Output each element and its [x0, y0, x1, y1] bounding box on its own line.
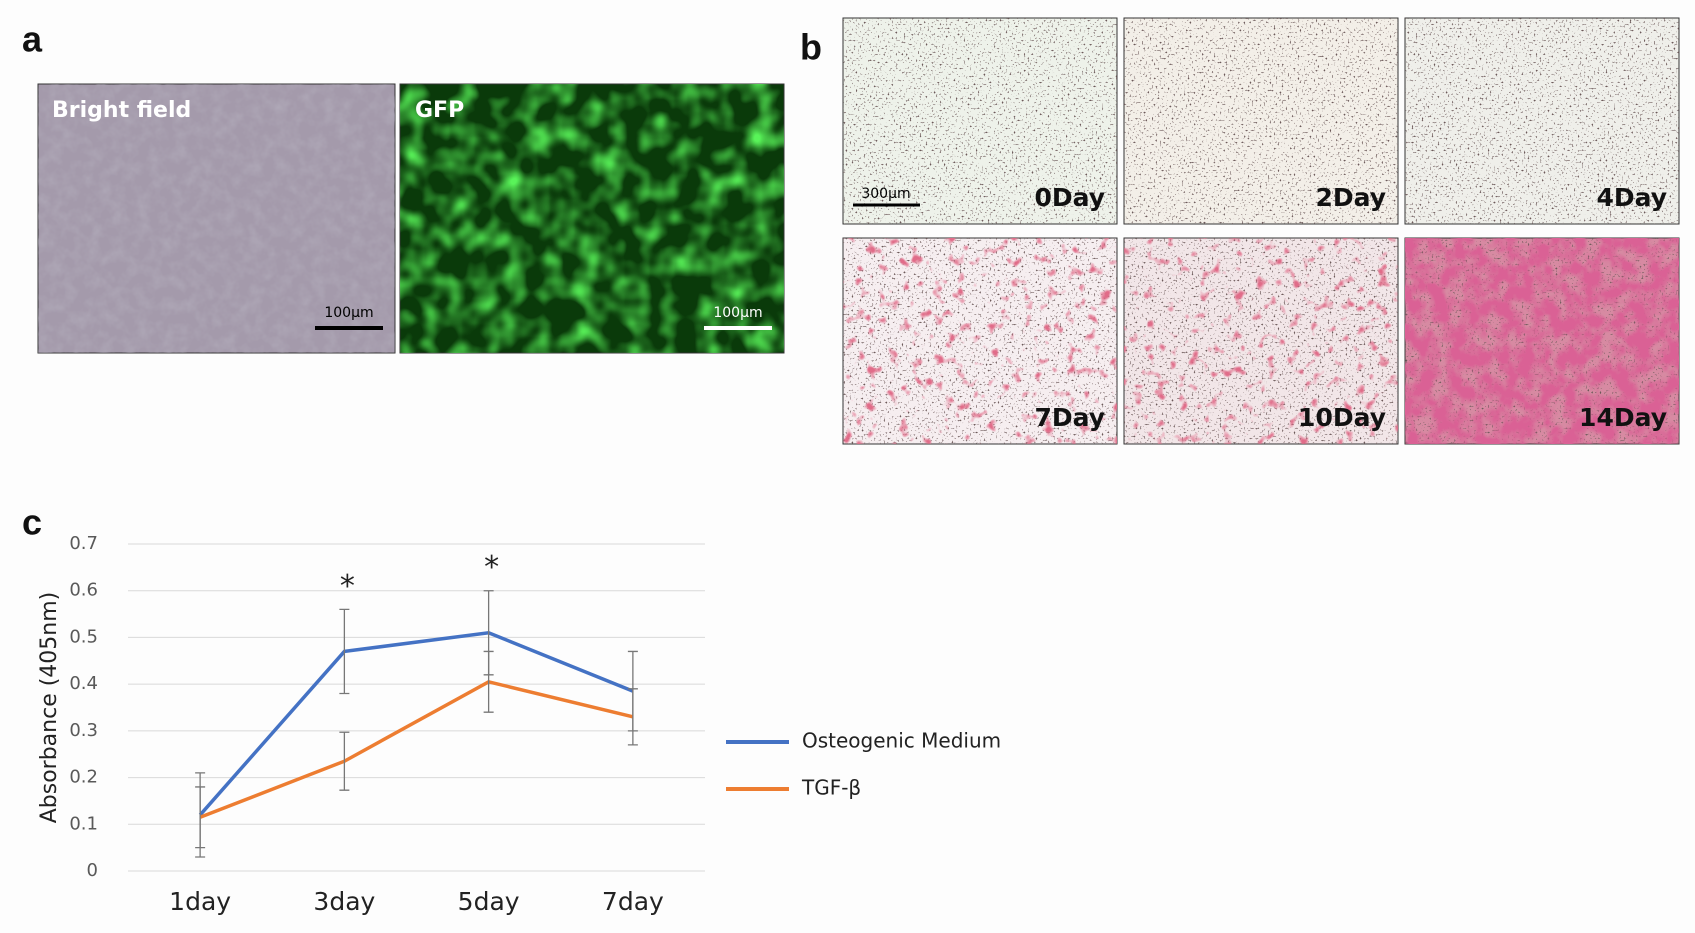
y-tick-label: 0.5 — [69, 626, 98, 647]
error-bar — [627, 688, 638, 746]
panel-label: b — [800, 27, 822, 68]
scale-bar-label: 100µm — [713, 305, 762, 321]
image-caption: 14Day — [1579, 403, 1667, 432]
chart: 0 0.1 0.2 0.3 0.4 0.5 0.6 0.7 Absorbance (405nm)… — [37, 533, 1001, 916]
y-tick-label: 0.3 — [69, 720, 98, 741]
image-caption: 2Day — [1315, 183, 1386, 212]
image-caption: 10Day — [1298, 403, 1386, 432]
image-texture — [1405, 238, 1679, 444]
y-tick-label: 0 — [87, 860, 98, 881]
image-gfp: GFP 100µm — [399, 83, 785, 354]
image-texture — [843, 18, 1117, 224]
image-caption: 4Day — [1596, 183, 1667, 212]
y-tick-label: 0.7 — [69, 533, 98, 554]
image-texture — [1124, 18, 1398, 224]
y-tick-label: 0.2 — [69, 767, 98, 788]
panel-label: c — [22, 502, 42, 543]
image-caption: Bright field — [52, 98, 191, 123]
image-caption: 7Day — [1034, 403, 1105, 432]
image-caption: 0Day — [1034, 183, 1105, 212]
x-tick-label: 5day — [458, 887, 520, 916]
image-texture — [1405, 18, 1679, 224]
y-tick-label: 0.6 — [69, 580, 98, 601]
scale-bar-label: 100µm — [324, 305, 373, 321]
x-tick-label: 3day — [313, 887, 375, 916]
image-bright-field: Bright field 100µm — [37, 83, 396, 354]
scale-bar-label: 300µm — [861, 186, 910, 202]
stain-image: 4Day — [1404, 17, 1680, 225]
series-line — [198, 630, 634, 817]
legend-label: TGF-β — [801, 776, 861, 800]
stain-image: 7Day — [842, 237, 1118, 445]
image-texture — [843, 238, 1117, 444]
error-bar — [339, 731, 350, 791]
error-bar — [339, 608, 350, 695]
image-grid: 0Day 2Day 4Day 7Day 10Day 14Day 300µm — [842, 17, 1680, 445]
image-caption: GFP — [415, 98, 464, 123]
error-bar — [195, 786, 206, 849]
legend-label: Osteogenic Medium — [802, 729, 1001, 753]
image-texture — [1124, 238, 1398, 444]
stain-image: 10Day — [1123, 237, 1399, 445]
significance-marker: * — [484, 550, 499, 585]
y-axis-title: Absorbance (405nm) — [37, 592, 62, 824]
stain-image: 2Day — [1123, 17, 1399, 225]
error-bar — [483, 650, 494, 713]
x-tick-label: 7day — [602, 887, 664, 916]
stain-image: 14Day — [1404, 237, 1680, 445]
panel-label: a — [22, 19, 43, 60]
y-tick-label: 0.1 — [69, 813, 98, 834]
x-tick-label: 1day — [169, 887, 231, 916]
y-tick-label: 0.4 — [69, 673, 98, 694]
series-line — [199, 679, 634, 819]
significance-marker: * — [340, 569, 355, 604]
stain-image: 0Day — [842, 17, 1118, 225]
